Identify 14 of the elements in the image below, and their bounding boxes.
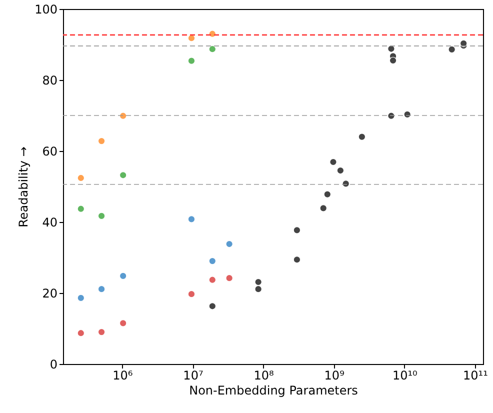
y-tick-label: 40 <box>42 216 58 230</box>
y-axis-title: Readability → <box>16 146 31 228</box>
x-tick-label: 10¹⁰ <box>392 368 418 382</box>
x-tick-label: 10⁷ <box>183 368 204 382</box>
y-tick-label: 100 <box>34 2 58 16</box>
x-tick-label: 10⁹ <box>324 368 345 382</box>
x-tick-label: 10¹¹ <box>463 368 488 382</box>
y-tick-label: 0 <box>50 358 58 372</box>
x-axis-title: Non-Embedding Parameters <box>189 384 358 398</box>
x-tick-label: 10⁶ <box>112 368 133 382</box>
y-tick-label: 80 <box>42 74 58 88</box>
y-tick-label: 20 <box>42 286 58 300</box>
y-tick-label: 60 <box>42 144 58 158</box>
x-tick-label: 10⁸ <box>254 368 274 382</box>
